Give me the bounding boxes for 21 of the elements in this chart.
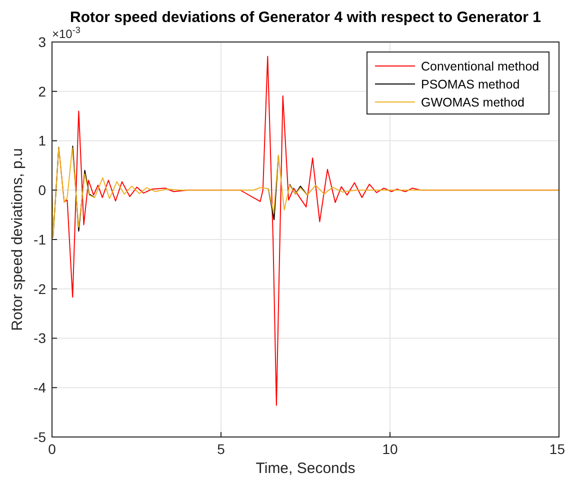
text: ×10$^{-3}$ bbox=[52, 25, 80, 41]
x-tick-label: 0 bbox=[48, 441, 56, 457]
y-tick-label: -2 bbox=[34, 280, 46, 297]
y-tick-label: -3 bbox=[34, 330, 46, 346]
legend-label: GWOMAS method bbox=[421, 95, 525, 110]
chart-title: Rotor speed deviations of Generator 4 with respect to Generator 1 bbox=[70, 9, 541, 26]
x-tick-label: 15 bbox=[549, 441, 566, 457]
y-tick-label: 1 bbox=[38, 132, 46, 149]
y-tick-label: 3 bbox=[38, 34, 46, 50]
x-tick-label: 10 bbox=[382, 441, 398, 457]
legend-label: PSOMAS method bbox=[421, 77, 520, 92]
y-axis-title: Rotor speed deviations, p.u bbox=[9, 148, 26, 331]
y-tick-label: -1 bbox=[34, 231, 46, 248]
y-tick-label: -5 bbox=[34, 428, 46, 445]
y-tick-label: 0 bbox=[38, 182, 46, 198]
legend-label: Conventional method bbox=[421, 59, 540, 74]
line-series bbox=[52, 146, 560, 238]
x-tick-label: 5 bbox=[217, 441, 226, 457]
y-tick-label: 2 bbox=[38, 83, 46, 100]
y-tick-label: -4 bbox=[34, 380, 46, 396]
x-axis-title: Time, Seconds bbox=[256, 460, 356, 477]
